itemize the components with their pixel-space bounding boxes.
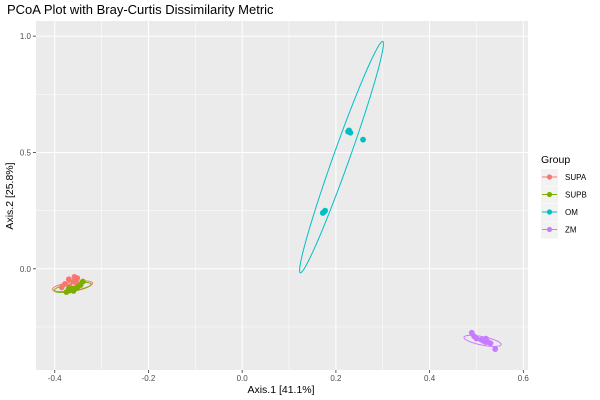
y-tick-label: 0.0 bbox=[20, 265, 32, 274]
zm-point bbox=[473, 335, 480, 342]
y-axis-ticks: 0.0 0.5 1.0 bbox=[20, 32, 36, 274]
x-axis-ticks: -0.4 -0.2 0.0 0.2 0.4 0.6 bbox=[48, 370, 530, 383]
y-tick-label: 0.5 bbox=[20, 148, 32, 157]
om-point bbox=[360, 136, 366, 143]
supb-legend-label: SUPB bbox=[565, 191, 587, 200]
om-point bbox=[345, 128, 351, 135]
zm-legend-key-point bbox=[546, 226, 553, 233]
x-tick-label: 0.4 bbox=[424, 374, 436, 383]
supa-point bbox=[65, 276, 72, 283]
supa-legend-label: SUPA bbox=[565, 173, 587, 182]
zm-ellipse bbox=[463, 334, 502, 347]
x-tick-label: -0.2 bbox=[142, 374, 156, 383]
y-axis-title: Axis.2 [25.8%] bbox=[4, 162, 16, 229]
supb-point bbox=[79, 278, 86, 285]
x-tick-label: -0.4 bbox=[48, 374, 62, 383]
zm-point bbox=[487, 340, 494, 347]
minor-grid bbox=[36, 21, 528, 370]
supb-point bbox=[70, 287, 77, 294]
data-points bbox=[58, 127, 499, 352]
x-tick-label: 0.6 bbox=[518, 374, 530, 383]
supa-point bbox=[74, 275, 81, 281]
om-point bbox=[321, 208, 328, 215]
plot-panel bbox=[36, 21, 528, 370]
zm-legend-label: ZM bbox=[565, 226, 577, 235]
x-axis-title: Axis.1 [41.1%] bbox=[247, 384, 314, 396]
y-tick-label: 1.0 bbox=[20, 32, 32, 41]
legend-title: Group bbox=[541, 154, 570, 166]
supa-legend-key-point bbox=[546, 174, 553, 180]
major-grid bbox=[36, 21, 528, 370]
legend: SUPA SUPB OM ZM bbox=[541, 169, 587, 239]
zm-point bbox=[492, 346, 499, 352]
zm-point bbox=[482, 339, 489, 345]
x-tick-label: 0.0 bbox=[237, 374, 249, 383]
om-ellipse bbox=[299, 40, 384, 274]
chart-title: PCoA Plot with Bray-Curtis Dissimilarity… bbox=[7, 2, 274, 17]
x-tick-label: 0.2 bbox=[330, 374, 342, 383]
supb-point bbox=[65, 285, 72, 292]
supb-legend-key-point bbox=[546, 191, 553, 198]
om-legend-key-point bbox=[546, 209, 553, 215]
supa-point bbox=[58, 284, 65, 291]
supa-point bbox=[72, 279, 79, 286]
om-legend-label: OM bbox=[565, 208, 578, 217]
